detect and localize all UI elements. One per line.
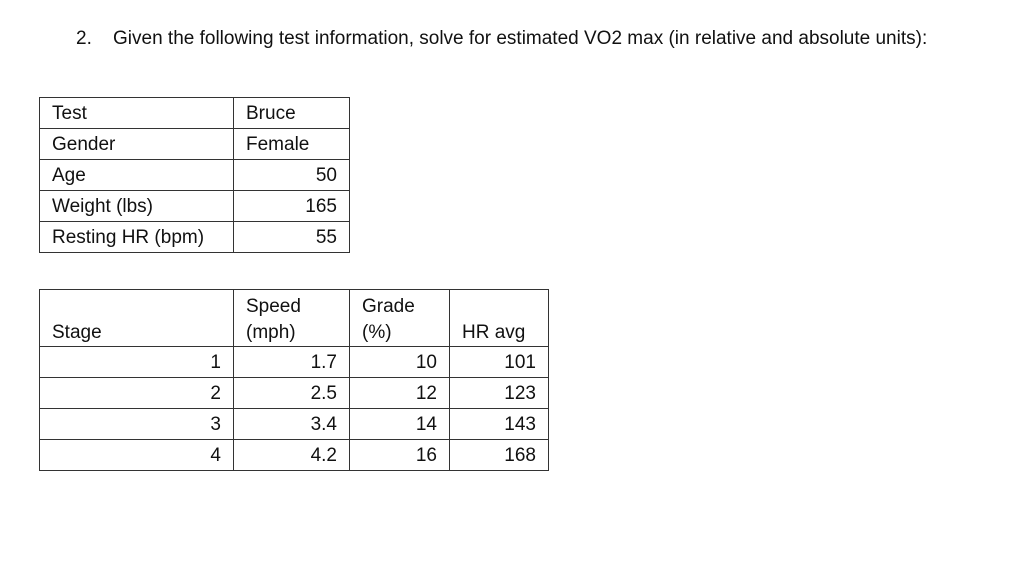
cell-stage: 1	[39, 346, 234, 378]
info-label-gender: Gender	[39, 128, 234, 160]
info-value-gender: Female	[233, 128, 350, 160]
table-row: Gender Female	[39, 128, 350, 160]
header-grade-line1: Grade	[362, 296, 415, 317]
cell-hr: 123	[449, 377, 549, 409]
question-number: 2.	[76, 28, 92, 49]
table-row: 4 4.2 16 168	[39, 439, 549, 471]
cell-grade: 14	[349, 408, 450, 440]
header-grade: Grade (%)	[349, 289, 450, 347]
header-speed-line2: (mph)	[246, 322, 296, 343]
table-row: Test Bruce	[39, 97, 350, 129]
info-label-weight: Weight (lbs)	[39, 190, 234, 222]
info-value-resting-hr: 55	[233, 221, 350, 253]
cell-speed: 1.7	[233, 346, 350, 378]
table-row: 2 2.5 12 123	[39, 377, 549, 409]
info-label-resting-hr: Resting HR (bpm)	[39, 221, 234, 253]
cell-hr: 101	[449, 346, 549, 378]
cell-stage: 3	[39, 408, 234, 440]
info-value-weight: 165	[233, 190, 350, 222]
cell-stage: 4	[39, 439, 234, 471]
cell-speed: 4.2	[233, 439, 350, 471]
info-value-age: 50	[233, 159, 350, 191]
table-row: Weight (lbs) 165	[39, 190, 350, 222]
cell-speed: 3.4	[233, 408, 350, 440]
table-row: Age 50	[39, 159, 350, 191]
cell-grade: 12	[349, 377, 450, 409]
cell-grade: 16	[349, 439, 450, 471]
header-speed: Speed (mph)	[233, 289, 350, 347]
cell-stage: 2	[39, 377, 234, 409]
stage-table: Stage Speed (mph) Grade (%) HR avg 1 1.7…	[39, 289, 549, 471]
cell-hr: 143	[449, 408, 549, 440]
header-hr-avg: HR avg	[449, 289, 549, 347]
header-stage: Stage	[39, 289, 234, 347]
cell-speed: 2.5	[233, 377, 350, 409]
header-speed-line1: Speed	[246, 296, 301, 317]
question-text: Given the following test information, so…	[113, 28, 928, 49]
info-value-test: Bruce	[233, 97, 350, 129]
cell-hr: 168	[449, 439, 549, 471]
table-row: 3 3.4 14 143	[39, 408, 549, 440]
subject-info-table: Test Bruce Gender Female Age 50 Weight (…	[39, 97, 350, 253]
info-label-test: Test	[39, 97, 234, 129]
table-row: Resting HR (bpm) 55	[39, 221, 350, 253]
info-label-age: Age	[39, 159, 234, 191]
table-row: 1 1.7 10 101	[39, 346, 549, 378]
cell-grade: 10	[349, 346, 450, 378]
header-grade-line2: (%)	[362, 322, 392, 343]
table-header-row: Stage Speed (mph) Grade (%) HR avg	[39, 289, 549, 347]
